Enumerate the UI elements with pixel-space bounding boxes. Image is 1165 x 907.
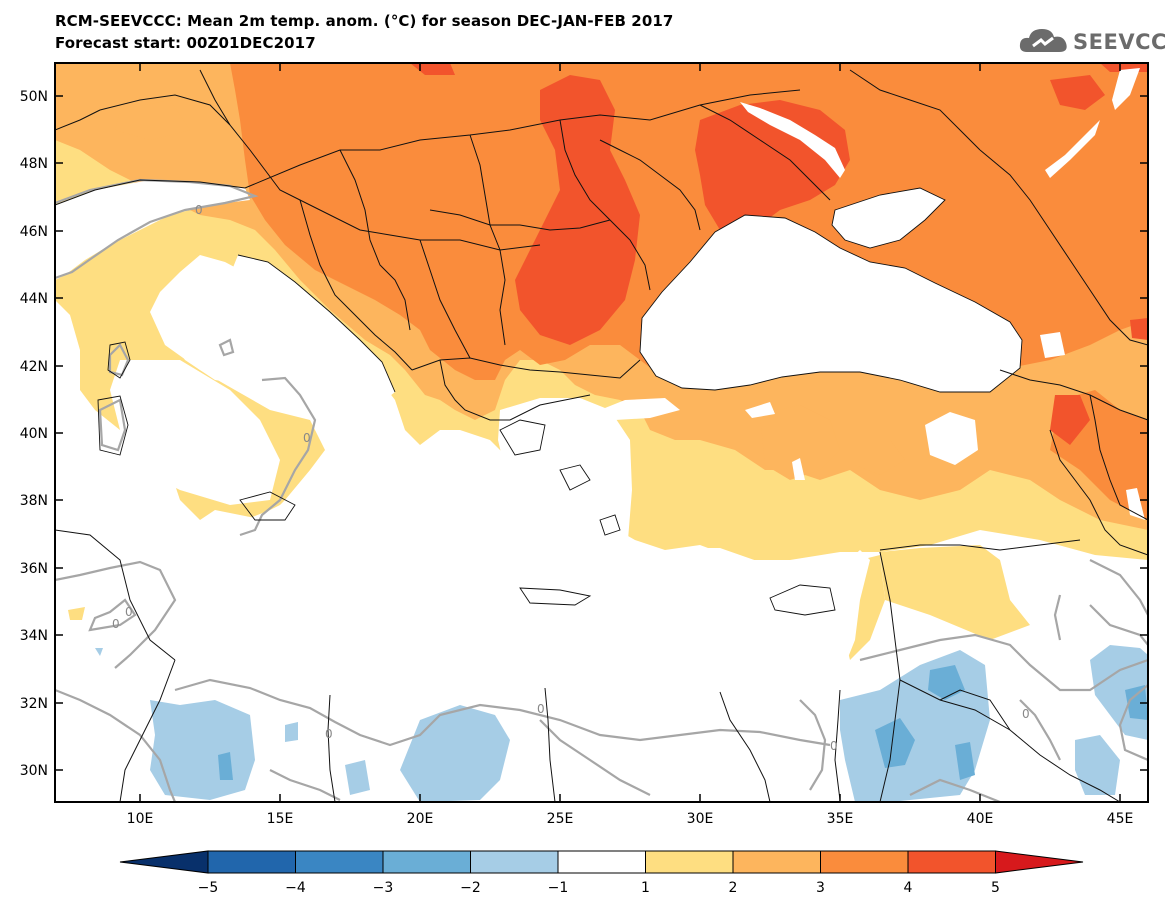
longitude-labels: 10E 15E 20E 25E 30E 35E 40E 45E xyxy=(127,811,1134,827)
country-borders xyxy=(55,69,1148,802)
colorbar-tick-label: −1 xyxy=(548,880,569,896)
colorbar-tick-label: 5 xyxy=(991,880,1000,896)
contour-label: 0 xyxy=(325,727,333,741)
contour-label: 0 xyxy=(537,702,545,716)
lat-label: 34N xyxy=(20,628,48,644)
colorbar-segment xyxy=(907,850,996,874)
coastlines xyxy=(97,187,1023,616)
lon-label: 25E xyxy=(547,811,574,827)
lon-label: 20E xyxy=(407,811,434,827)
lon-label: 40E xyxy=(967,811,994,827)
latitude-axis xyxy=(55,95,1148,771)
lat-label: 42N xyxy=(20,359,48,375)
lon-label: 35E xyxy=(827,811,854,827)
colorbar-upper-arrow xyxy=(995,850,1084,874)
colorbar-segment xyxy=(295,850,384,874)
colorbar-tick-label: −5 xyxy=(198,880,219,896)
lat-label: 32N xyxy=(20,696,48,712)
contour-label: 0 xyxy=(195,203,203,217)
contour-label: 0 xyxy=(1022,707,1030,721)
lat-label: 40N xyxy=(20,426,48,442)
colorbar-segment xyxy=(557,850,646,874)
lon-label: 10E xyxy=(127,811,154,827)
colorbar-tick-label: 1 xyxy=(641,880,650,896)
lat-label: 50N xyxy=(20,89,48,105)
colorbar-segment xyxy=(645,850,734,874)
colorbar-segment xyxy=(732,850,821,874)
cloud-icon xyxy=(1019,29,1067,52)
seevccc-logo: SEEVCCC xyxy=(1017,22,1165,58)
colorbar-tick-label: 2 xyxy=(729,880,738,896)
colorbar-labels: −5 −4 −3 −2 −1 1 2 3 4 5 xyxy=(198,880,1000,896)
lat-label: 38N xyxy=(20,493,48,509)
logo-text: SEEVCCC xyxy=(1073,30,1165,54)
sea-areas xyxy=(55,68,1140,802)
forecast-start-label: Forecast start: 00Z01DEC2017 xyxy=(55,34,316,52)
colorbar-segment xyxy=(382,850,471,874)
lat-label: 48N xyxy=(20,156,48,172)
map-title: RCM-SEEVCCC: Mean 2m temp. anom. (°C) fo… xyxy=(55,12,674,30)
near-zero-areas xyxy=(55,180,1145,520)
colorbar xyxy=(119,850,1084,874)
colorbar-segment xyxy=(207,850,296,874)
colorbar-tick-label: 3 xyxy=(816,880,825,896)
anomaly-shading-minus2-minus3 xyxy=(218,665,1148,780)
lat-label: 46N xyxy=(20,224,48,240)
contour-label: 0 xyxy=(125,605,133,619)
lon-label: 15E xyxy=(267,811,294,827)
colorbar-segment xyxy=(470,850,559,874)
lat-label: 44N xyxy=(20,291,48,307)
lon-label: 45E xyxy=(1107,811,1134,827)
colorbar-segment xyxy=(820,850,909,874)
contour-label: 0 xyxy=(303,431,311,445)
colorbar-tick-label: −3 xyxy=(373,880,394,896)
lat-label: 36N xyxy=(20,561,48,577)
contour-label: 0 xyxy=(112,617,120,631)
lat-label: 30N xyxy=(20,763,48,779)
colorbar-tick-label: −2 xyxy=(460,880,481,896)
latitude-labels: 50N 48N 46N 44N 42N 40N 38N 36N 34N 32N … xyxy=(20,89,48,779)
contour-labels: 0 0 0 0 0 0 0 0 xyxy=(112,203,1030,753)
contour-label: 0 xyxy=(830,739,838,753)
colorbar-lower-arrow xyxy=(119,850,209,874)
colorbar-tick-label: 4 xyxy=(904,880,913,896)
colorbar-tick-label: −4 xyxy=(285,880,306,896)
lon-label: 30E xyxy=(687,811,714,827)
anomaly-map: 0 0 0 0 0 0 0 0 xyxy=(55,63,1148,802)
zero-contours xyxy=(55,178,1148,802)
longitude-axis xyxy=(139,63,1121,802)
